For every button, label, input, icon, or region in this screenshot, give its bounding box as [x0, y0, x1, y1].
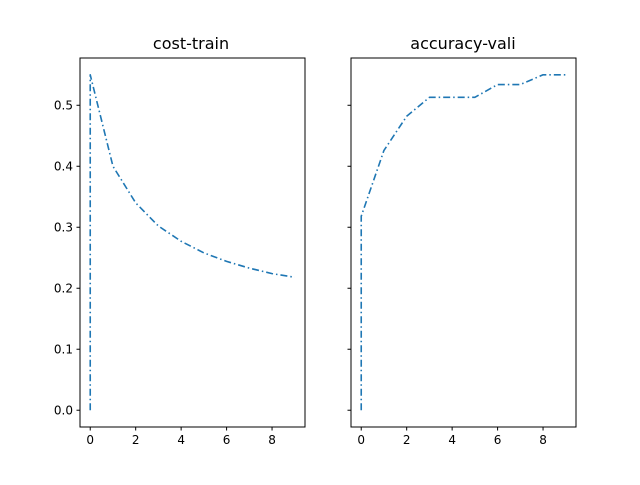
x-tick-label: 2: [403, 433, 411, 447]
plot-area: 0 2 4 6 8 0.0 0.1 0.2 0.3 0.4 0.5: [54, 57, 306, 447]
subplot-cost-train: cost-train 0 2 4 6 8 0.0 0.1 0.2 0.3 0.4 0.5: [54, 34, 306, 447]
series-line: [89, 73, 295, 411]
x-tick-label: 0: [357, 433, 365, 447]
y-tick-label: 0.0: [54, 404, 73, 418]
x-tick-label: 6: [223, 433, 231, 447]
series-line: [360, 73, 566, 411]
y-tick-label: 0.3: [54, 221, 73, 235]
x-tick-label: 4: [177, 433, 185, 447]
subplot-accuracy-vali: accuracy-vali 0 2 4 6 8: [347, 34, 577, 447]
axes-frame: [350, 57, 577, 428]
chart-title: accuracy-vali: [410, 34, 515, 53]
x-tick-label: 8: [268, 433, 276, 447]
axes-frame: [79, 57, 306, 428]
y-tick-label: 0.2: [54, 282, 73, 296]
y-tick-label: 0.1: [54, 343, 73, 357]
chart-title: cost-train: [153, 34, 229, 53]
x-tick-label: 6: [494, 433, 502, 447]
x-tick-label: 0: [86, 433, 94, 447]
plot-area: 0 2 4 6 8: [347, 57, 577, 447]
x-tick-label: 2: [132, 433, 140, 447]
y-tick-label: 0.5: [54, 99, 73, 113]
y-tick-label: 0.4: [54, 160, 73, 174]
x-tick-label: 8: [539, 433, 547, 447]
x-tick-label: 4: [448, 433, 456, 447]
